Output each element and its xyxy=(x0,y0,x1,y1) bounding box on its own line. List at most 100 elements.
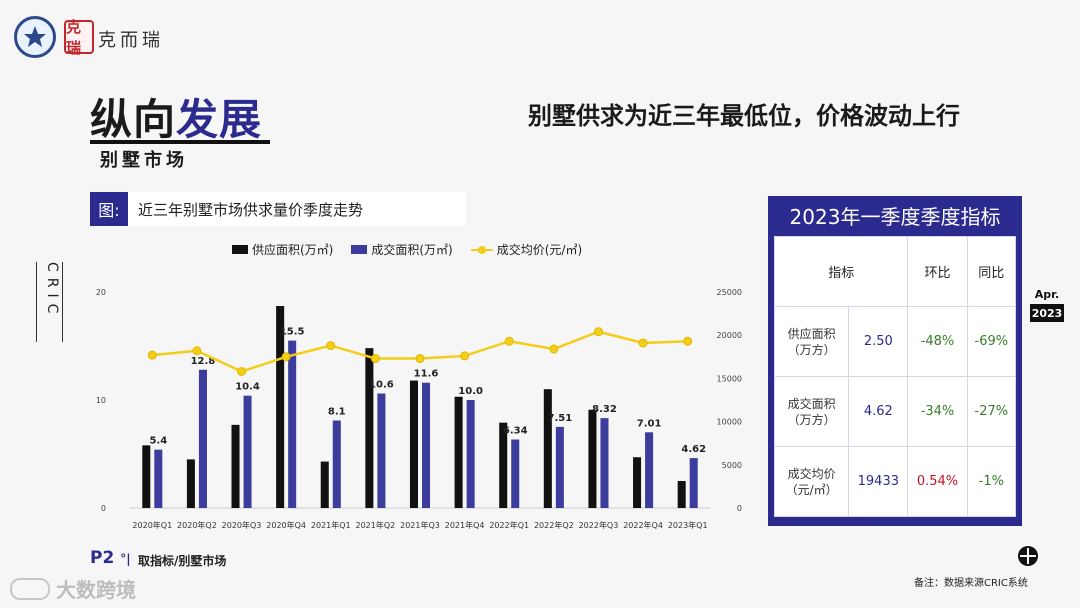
date-year: 2023 xyxy=(1030,304,1064,322)
row-label-main: 成交面积 xyxy=(787,396,836,411)
figure-caption: 近三年别墅市场供求量价季度走势 xyxy=(128,192,466,226)
category-tick-label: 2020年Q1 xyxy=(132,520,172,530)
deal-bar xyxy=(422,382,431,508)
indicator-panel: 2023年一季度季度指标 指标 环比 同比 供应面积 （万方） 2.50 -48%… xyxy=(768,196,1022,526)
supply-bar xyxy=(320,461,329,508)
deal-bar xyxy=(243,395,252,508)
table-header-row: 指标 环比 同比 xyxy=(773,236,1017,307)
table-row: 供应面积 （万方） 2.50 -48% -69% xyxy=(773,306,1017,377)
source-note: 备注：数据来源CRIC系统 xyxy=(914,578,1028,589)
right-tick-label: 10000 xyxy=(717,418,742,427)
supply-bar xyxy=(588,409,597,508)
row-label-main: 成交均价 xyxy=(787,466,836,481)
category-tick-label: 2022年Q1 xyxy=(489,520,529,530)
title-part1: 纵向 xyxy=(90,95,177,144)
supply-bar xyxy=(454,396,463,508)
category-tick-label: 2021年Q3 xyxy=(400,520,440,530)
left-tick-label: 10 xyxy=(96,396,106,405)
side-rule-left xyxy=(36,262,37,342)
deal-data-label: 4.62 xyxy=(681,444,706,455)
row-mom: -48% xyxy=(907,306,968,377)
price-line xyxy=(152,330,688,373)
price-point xyxy=(593,327,603,337)
page-title: 纵向发展 xyxy=(90,86,262,147)
deal-bar xyxy=(511,439,520,508)
row-label-unit: （万方） xyxy=(787,412,836,427)
side-rule-right xyxy=(62,262,63,342)
row-value: 4.62 xyxy=(848,376,909,447)
indicator-panel-title: 2023年一季度季度指标 xyxy=(789,205,1001,229)
section-label: 取指标/别墅市场 xyxy=(138,554,227,568)
deal-data-label: 10.6 xyxy=(369,380,394,391)
deal-data-label: 5.4 xyxy=(149,436,167,447)
deal-bar xyxy=(645,432,654,508)
row-yoy: -1% xyxy=(966,446,1017,517)
compass-icon xyxy=(1018,546,1038,566)
page-number: P2 °| xyxy=(90,548,131,568)
deal-data-label: 10.0 xyxy=(458,386,483,397)
header-yoy: 同比 xyxy=(966,236,1017,307)
headline: 别墅供求为近三年最低位，价格波动上行 xyxy=(528,102,960,130)
legend-swatch-deal xyxy=(351,245,368,254)
supply-demand-price-chart: 0 10 20 0 5000 10000 15000 20000 25000 5.4 2020年Q1… xyxy=(96,288,742,530)
legend-swatch-supply xyxy=(232,245,248,254)
row-label: 成交均价 （元/㎡） xyxy=(773,446,850,517)
right-tick-label: 0 xyxy=(737,504,742,513)
deal-bar xyxy=(154,449,163,508)
row-yoy: -27% xyxy=(966,376,1017,447)
row-label-unit: （元/㎡） xyxy=(785,482,838,497)
deal-data-label: 10.4 xyxy=(235,382,260,393)
deal-data-label: 6.34 xyxy=(503,426,528,437)
category-tick-label: 2022年Q2 xyxy=(534,520,574,530)
category-tick-label: 2020年Q2 xyxy=(177,520,217,530)
deal-data-label: 7.51 xyxy=(548,413,573,424)
supply-bar xyxy=(276,306,285,508)
supply-bar xyxy=(142,445,151,508)
deal-bar xyxy=(198,369,207,508)
figure-tag: 图: xyxy=(90,192,128,226)
deal-data-label: 8.32 xyxy=(592,404,617,415)
deal-bar xyxy=(689,458,698,508)
star-icon xyxy=(24,26,46,47)
row-yoy: -69% xyxy=(966,306,1017,377)
row-value: 19433 xyxy=(848,446,909,517)
price-point xyxy=(370,354,380,364)
brand-seal: 克瑞 xyxy=(64,18,94,57)
table-row: 成交面积 （万方） 4.62 -34% -27% xyxy=(773,376,1017,447)
date-month: Apr. xyxy=(1034,288,1060,301)
deal-bar xyxy=(377,393,386,508)
row-label: 供应面积 （万方） xyxy=(773,306,850,377)
deal-bar xyxy=(332,420,341,508)
legend-label-deal: 成交面积(万㎡) xyxy=(371,243,453,257)
row-label-main: 供应面积 xyxy=(787,326,836,341)
supply-bar xyxy=(409,380,418,508)
side-label: CRIC xyxy=(44,262,60,320)
indicator-table: 指标 环比 同比 供应面积 （万方） 2.50 -48% -69% 成交面积 （万方… xyxy=(773,236,1017,517)
legend-supply: 供应面积(万㎡) xyxy=(232,241,333,258)
row-mom: -34% xyxy=(907,376,968,447)
supply-bar xyxy=(677,481,686,508)
supply-bar xyxy=(633,457,642,508)
row-label: 成交面积 （万方） xyxy=(773,376,850,447)
legend-swatch-price xyxy=(470,245,493,255)
supply-bar xyxy=(186,459,195,508)
title-underline xyxy=(90,140,270,144)
category-tick-label: 2020年Q3 xyxy=(222,520,262,530)
chart-legend: 供应面积(万㎡) 成交面积(万㎡) 成交均价(元/㎡) xyxy=(232,241,582,258)
legend-price: 成交均价(元/㎡) xyxy=(470,241,582,258)
brand-name: 克而瑞 xyxy=(98,30,164,51)
deal-data-label: 8.1 xyxy=(328,407,346,418)
company-logo xyxy=(14,16,56,58)
legend-label-supply: 供应面积(万㎡) xyxy=(252,243,334,257)
category-tick-label: 2021年Q4 xyxy=(445,520,485,530)
right-tick-label: 25000 xyxy=(717,288,742,297)
price-point xyxy=(281,352,291,362)
price-point xyxy=(192,346,202,356)
left-tick-label: 0 xyxy=(101,504,106,513)
price-point xyxy=(460,351,470,361)
watermark-text: 大数跨境 xyxy=(56,578,136,602)
supply-bar xyxy=(365,348,374,508)
table-row: 成交均价 （元/㎡） 19433 0.54% -1% xyxy=(773,446,1017,517)
watermark-icon xyxy=(10,577,50,600)
watermark: 大数跨境 xyxy=(10,574,136,603)
